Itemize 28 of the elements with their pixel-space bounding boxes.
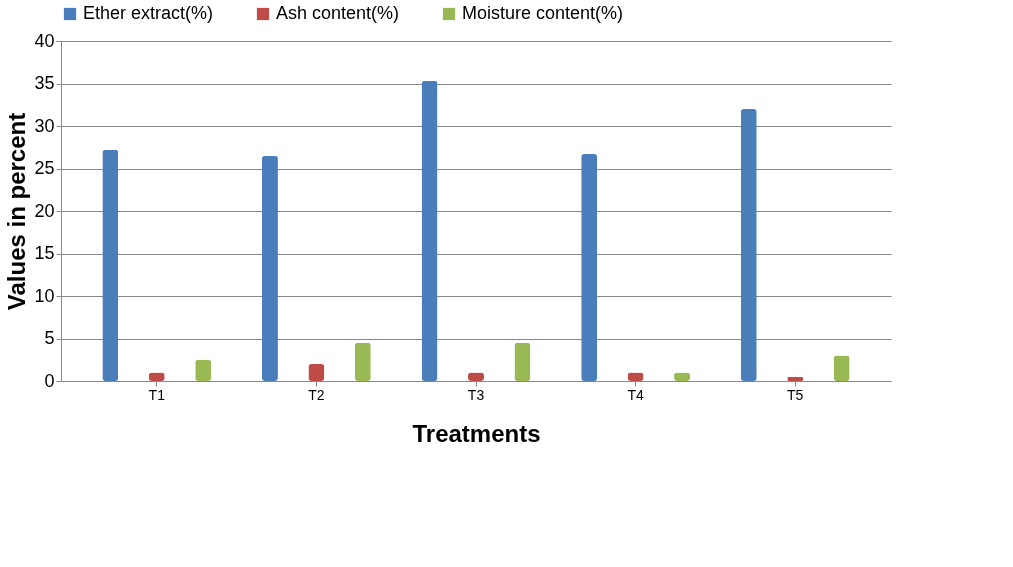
y-tick-label: 15 [34, 243, 55, 263]
bar [195, 359, 212, 381]
y-axis-title: Values in percent [3, 112, 31, 311]
x-axis-title: Treatments [412, 419, 541, 447]
y-tick-label: 10 [34, 285, 55, 306]
x-tick-label: T2 [308, 386, 325, 403]
y-tick-label: 25 [34, 158, 55, 178]
x-tick-label: T1 [148, 386, 166, 403]
bar [261, 155, 278, 381]
bar [514, 342, 531, 381]
bar [581, 154, 598, 381]
x-tick-label: T4 [627, 386, 644, 403]
bar [354, 342, 371, 381]
y-tick-label: 20 [34, 200, 55, 221]
y-tick-label: 30 [34, 115, 55, 136]
x-tick-label: T5 [787, 386, 804, 403]
legend-label: Ash content(%) [276, 3, 400, 23]
bar [740, 109, 757, 381]
bar [102, 149, 119, 381]
x-tick-label: T3 [467, 386, 485, 403]
y-tick-label: 5 [44, 328, 55, 348]
y-tick-label: 35 [34, 73, 55, 93]
legend-label: Ether extract(%) [83, 3, 214, 23]
bar [833, 355, 850, 381]
y-tick-label: 40 [34, 30, 55, 51]
legend-label: Moisture content(%) [462, 3, 624, 23]
bar [421, 80, 438, 381]
y-tick-label: 0 [44, 370, 55, 391]
